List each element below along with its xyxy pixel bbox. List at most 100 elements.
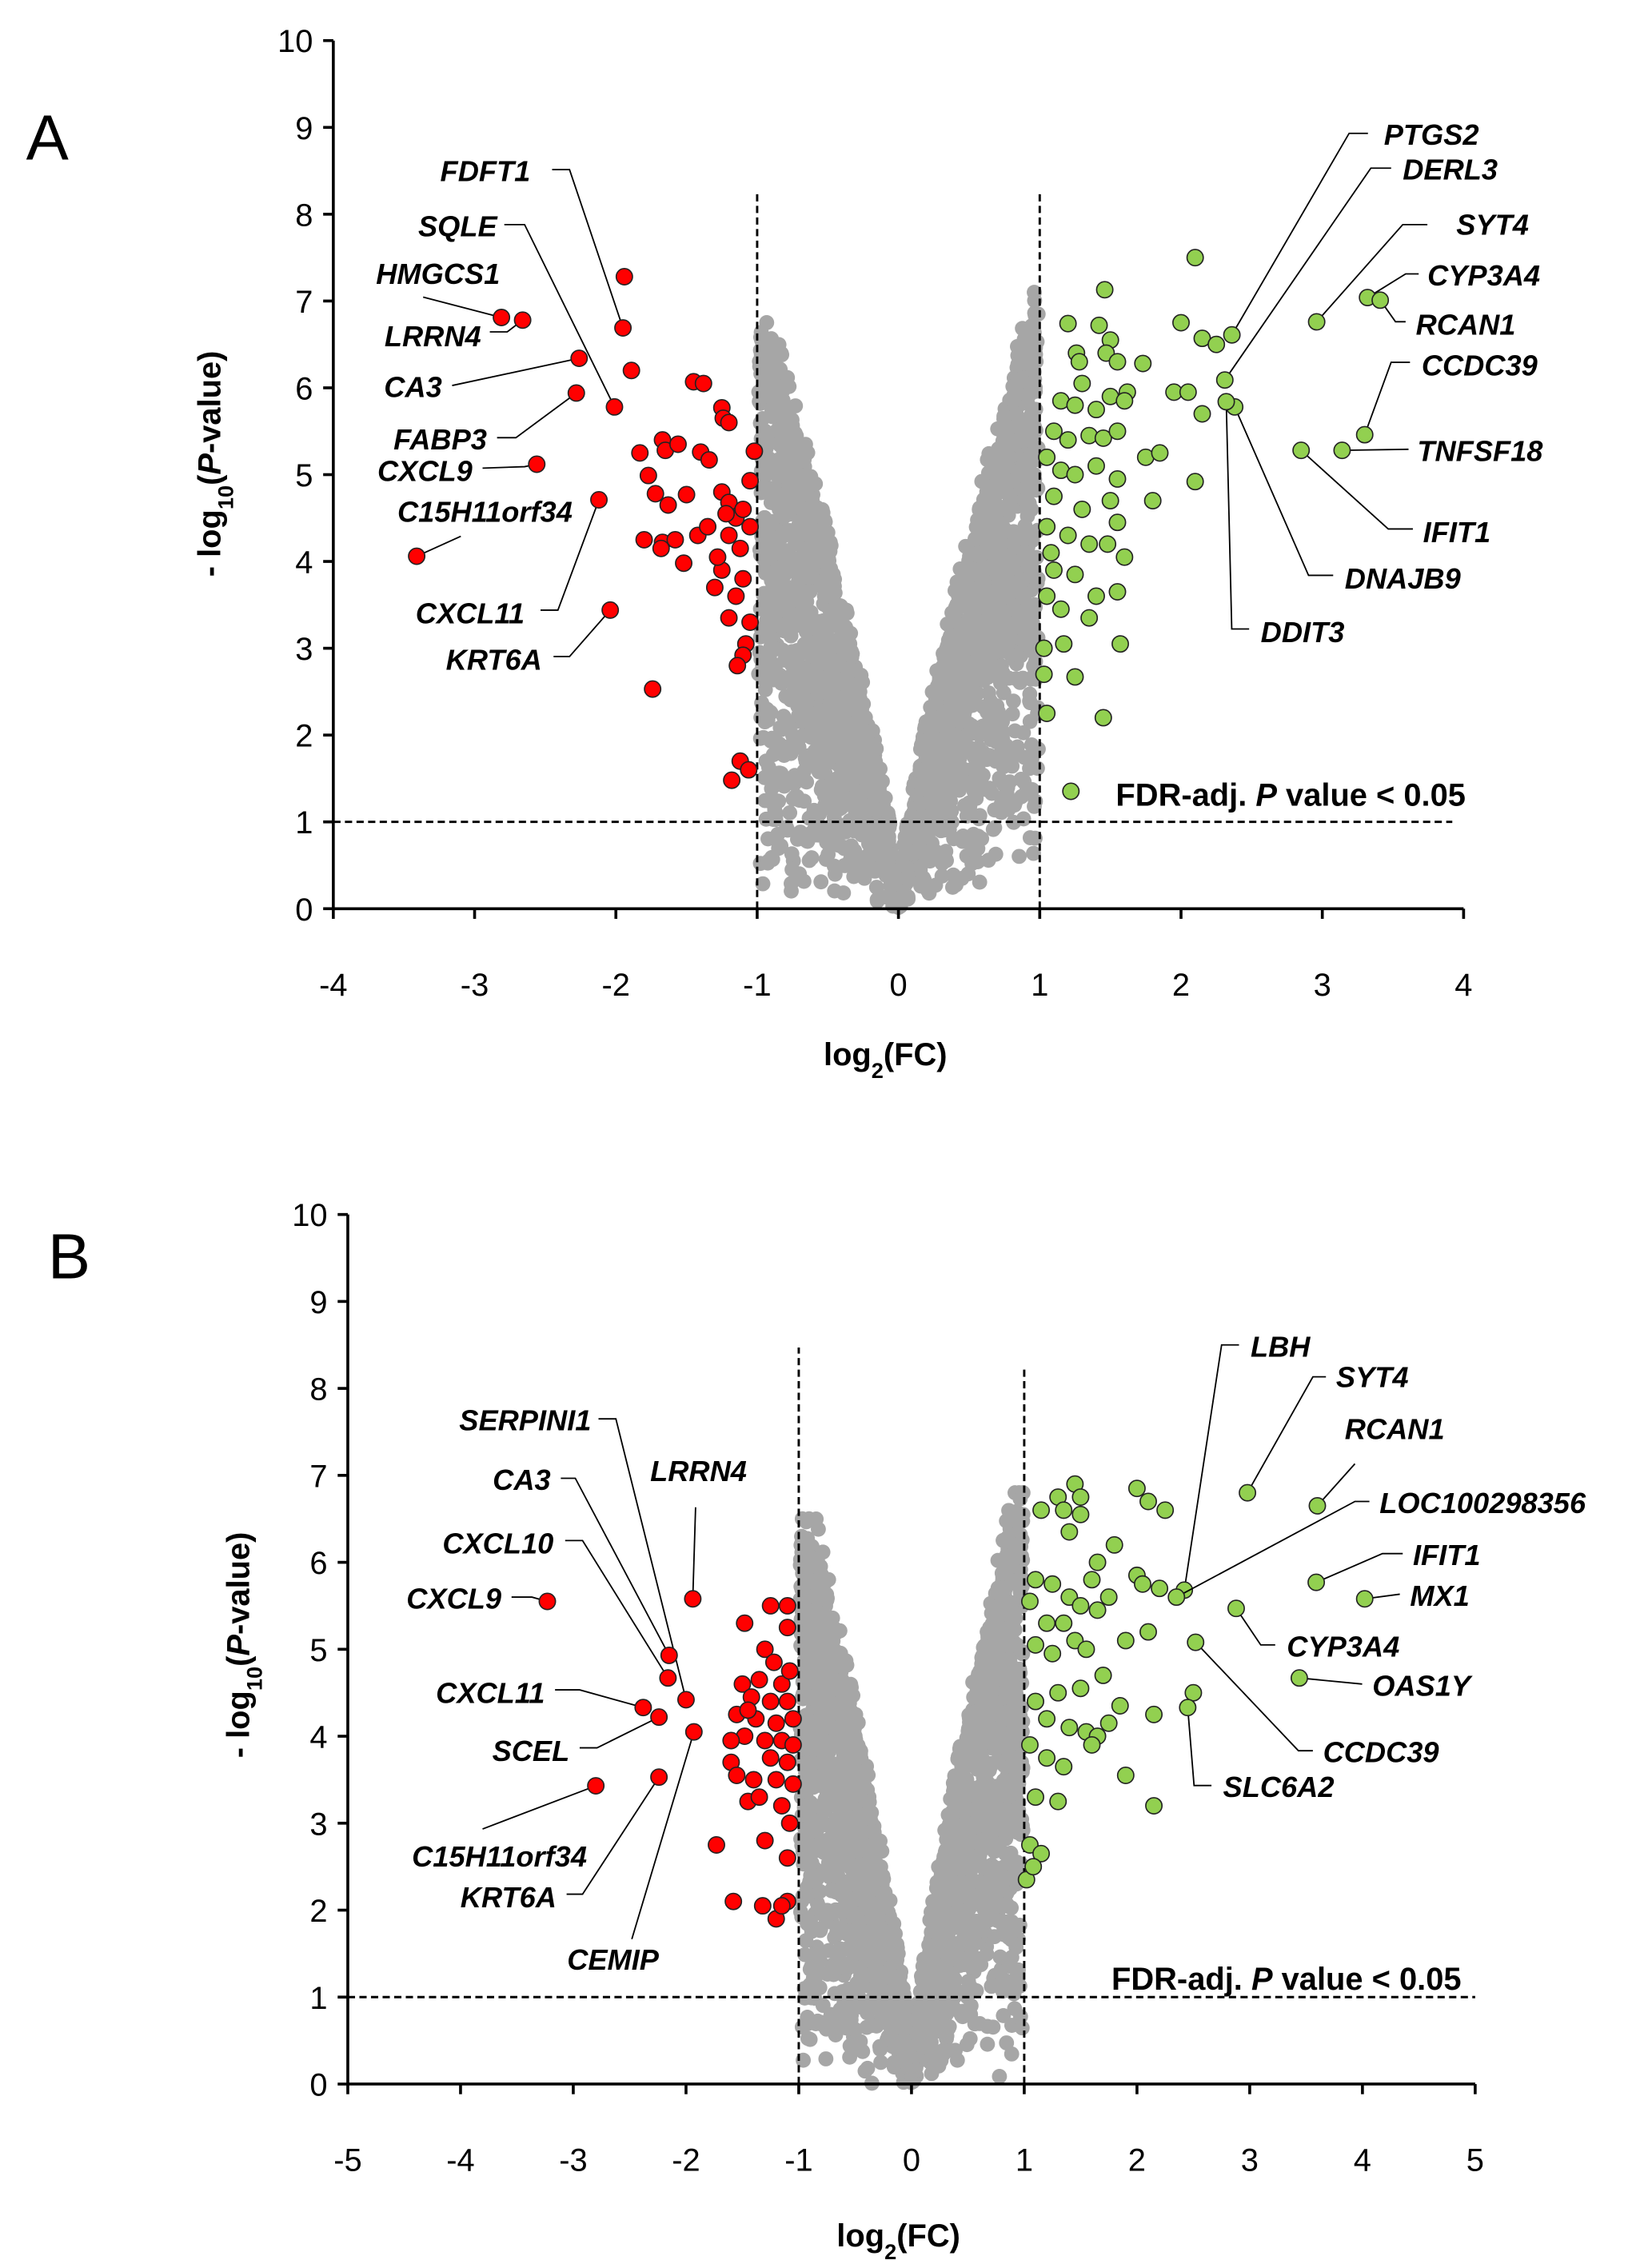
ns-point <box>983 560 998 576</box>
ns-point <box>764 656 780 672</box>
labeled-gene-point <box>1371 291 1390 309</box>
ns-point <box>993 721 1009 737</box>
gene-label: FDFT1 <box>441 155 531 188</box>
ns-point <box>992 802 1008 818</box>
labeled-gene-point <box>601 601 620 619</box>
ns-point <box>804 809 820 825</box>
ns-point <box>833 760 849 776</box>
down-regulated-point <box>734 569 752 588</box>
ns-point <box>779 502 795 518</box>
labeled-gene-point <box>590 491 608 509</box>
ns-point <box>840 775 856 791</box>
ns-point <box>812 748 828 764</box>
ns-point <box>774 347 790 363</box>
ns-point <box>836 885 852 901</box>
label-part: 2 <box>872 1057 884 1082</box>
ns-point <box>837 701 853 717</box>
up-regulated-point <box>1207 335 1226 353</box>
ns-point <box>759 315 775 330</box>
ns-point <box>944 1807 960 1823</box>
ns-point <box>776 709 792 725</box>
ns-point <box>1002 554 1018 570</box>
up-regulated-point <box>1055 635 1073 653</box>
up-regulated-point <box>1108 583 1127 601</box>
ns-point <box>973 641 988 657</box>
ns-point <box>1009 1824 1025 1840</box>
ns-point <box>969 545 985 561</box>
ns-point <box>763 608 779 624</box>
down-regulated-point <box>720 609 738 627</box>
ns-point <box>970 529 986 545</box>
ns-point <box>780 369 796 385</box>
ns-point <box>768 453 784 469</box>
ns-point <box>948 663 964 679</box>
ns-point <box>967 2016 983 2032</box>
ns-point <box>940 633 956 649</box>
ns-point <box>984 532 1000 548</box>
ns-point <box>758 753 774 769</box>
down-regulated-point <box>639 466 657 485</box>
ns-point <box>962 635 977 650</box>
ns-point <box>831 1739 847 1755</box>
x-axis-label: log2(FC) <box>824 1037 948 1083</box>
ns-point <box>966 561 982 577</box>
ns-point <box>1020 508 1035 524</box>
ns-point <box>980 2018 996 2034</box>
x-tick-label: 4 <box>1454 968 1472 1003</box>
ns-point <box>798 1514 814 1530</box>
ns-point <box>920 745 936 761</box>
up-regulated-point <box>1111 635 1129 653</box>
ns-point <box>972 808 988 824</box>
leader-line <box>540 499 600 611</box>
up-regulated-point <box>1087 457 1105 475</box>
ns-point <box>928 695 944 711</box>
ns-point <box>1012 2009 1028 2024</box>
ns-point <box>792 1591 808 1607</box>
ns-point <box>976 673 992 689</box>
x-tick-label: 1 <box>1031 968 1048 1003</box>
ns-point <box>1017 549 1032 564</box>
up-regulated-point <box>1090 316 1108 334</box>
gene-label: PTGS2 <box>1384 118 1479 151</box>
ns-point <box>763 638 779 654</box>
ns-point <box>1013 571 1028 587</box>
labeled-gene-point <box>1355 425 1374 444</box>
ns-point <box>1004 391 1020 406</box>
x-tick-label: -2 <box>601 968 629 1003</box>
up-regulated-point <box>1115 392 1134 410</box>
ns-point <box>913 796 929 812</box>
annotation-marker <box>1062 782 1080 801</box>
ns-point <box>819 1592 835 1608</box>
ns-point <box>848 2022 864 2038</box>
down-regulated-point <box>694 374 712 393</box>
ns-point <box>827 866 843 882</box>
ns-point <box>784 876 799 892</box>
ns-point <box>860 856 876 872</box>
down-regulated-point <box>677 485 696 504</box>
labeled-gene-point <box>1215 371 1234 389</box>
ns-point <box>793 693 809 709</box>
ns-point <box>1014 2020 1030 2036</box>
leader-line <box>1379 299 1406 323</box>
ns-point <box>762 623 778 639</box>
ns-point <box>810 553 826 569</box>
ns-point <box>798 1933 814 1949</box>
ns-point <box>1010 357 1026 373</box>
ns-point <box>840 647 856 662</box>
ns-point <box>896 837 912 852</box>
ns-point <box>841 791 857 807</box>
ns-point <box>773 721 789 737</box>
ns-point <box>798 624 814 640</box>
ns-point <box>781 546 797 562</box>
ns-point <box>1009 468 1025 484</box>
ns-point <box>970 613 986 629</box>
x-tick-label: -1 <box>743 968 771 1003</box>
ns-point <box>980 2036 996 2052</box>
ns-point <box>985 465 1001 481</box>
ns-point <box>780 822 796 838</box>
ns-point <box>836 690 852 705</box>
ns-point <box>991 581 1007 597</box>
ns-point <box>858 1935 873 1951</box>
labeled-gene-point <box>408 547 426 565</box>
ns-point <box>807 827 823 843</box>
